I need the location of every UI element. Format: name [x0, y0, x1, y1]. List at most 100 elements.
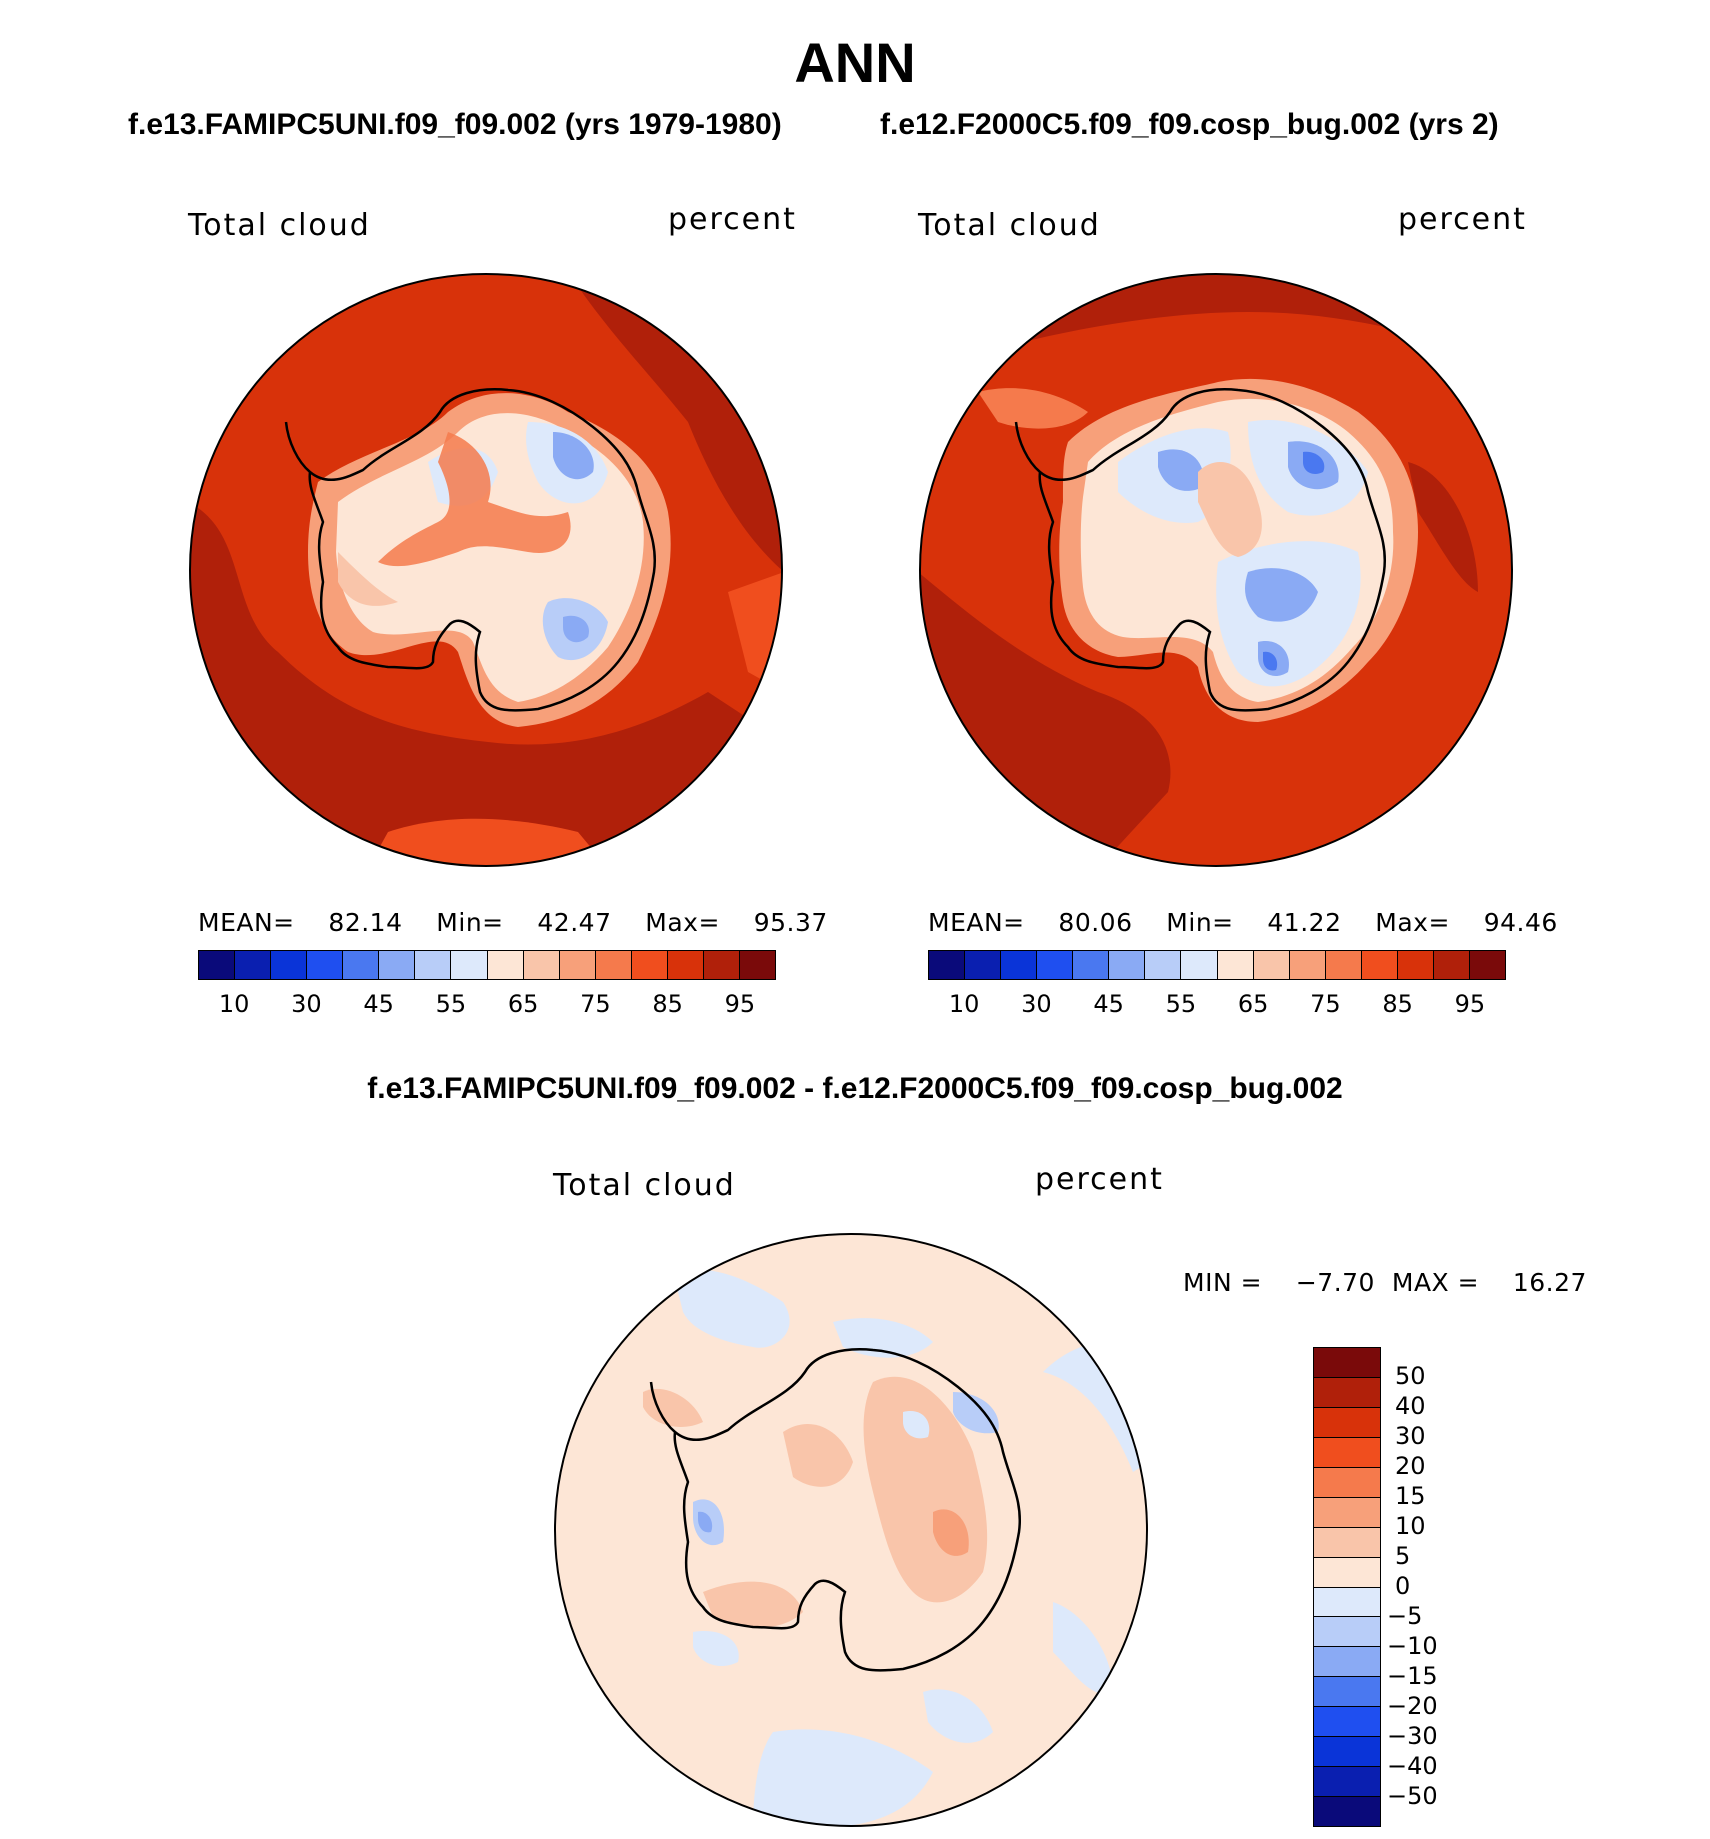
diff-colorbar-swatch	[1314, 1587, 1380, 1618]
left-colorbar-tick-label: 30	[291, 990, 322, 1018]
left-min-label: Min=	[436, 908, 504, 937]
diff-colorbar-tick-label: 50	[1395, 1362, 1426, 1390]
page-title: ANN	[794, 31, 916, 94]
right-units-label: percent	[1398, 202, 1527, 237]
right-min-value: 41.22	[1267, 908, 1342, 937]
diff-colorbar-swatch	[1314, 1767, 1380, 1798]
right-colorbar-swatch	[1073, 951, 1110, 979]
right-colorbar-swatch	[929, 951, 966, 979]
left-colorbar-swatch	[487, 951, 524, 979]
right-colorbar-tick-label: 45	[1093, 990, 1124, 1018]
left-colorbar-swatch	[703, 951, 740, 979]
right-colorbar-swatch	[1181, 951, 1218, 979]
diff-colorbar-tick-label: 15	[1395, 1482, 1426, 1510]
left-variable-label: Total cloud	[188, 208, 371, 243]
diff-colorbar-tick-label: −5	[1387, 1602, 1423, 1630]
right-colorbar-swatch	[1469, 951, 1505, 979]
diff-stats: MIN = −7.70 MAX = 16.27	[1183, 1268, 1587, 1297]
right-colorbar-swatch	[1109, 951, 1146, 979]
diff-colorbar-swatch	[1314, 1797, 1380, 1826]
left-colorbar-tick-label: 85	[652, 990, 683, 1018]
left-colorbar-tick-label: 65	[507, 990, 539, 1018]
diff-colorbar-ticks: 50 40 30 20 15 10 5 0 −5 −10 −15 −20 −30 −40 −50	[1387, 1347, 1495, 1827]
diff-colorbar-swatch	[1314, 1557, 1380, 1588]
left-colorbar-swatch	[343, 951, 380, 979]
left-mean-label: MEAN=	[198, 908, 295, 937]
left-colorbar-ticks: 10 30 45 55 65 75 85 95	[198, 990, 776, 1020]
diff-colorbar-swatch	[1314, 1348, 1380, 1378]
right-colorbar-swatch	[1037, 951, 1074, 979]
diff-units-label: percent	[1035, 1162, 1164, 1197]
left-max-value: 95.37	[753, 908, 828, 937]
diff-colorbar-tick-label: 30	[1395, 1422, 1426, 1450]
left-colorbar-tick-label: 10	[218, 990, 250, 1018]
left-colorbar-tick-label: 95	[724, 990, 756, 1018]
diff-colorbar-swatch	[1314, 1737, 1380, 1768]
left-colorbar-swatch	[451, 951, 488, 979]
right-polar-map	[919, 273, 1513, 867]
right-colorbar-tick-label: 85	[1382, 990, 1413, 1018]
diff-colorbar-tick-label: 40	[1395, 1392, 1426, 1420]
left-colorbar-swatch	[415, 951, 452, 979]
right-colorbar-swatch	[1361, 951, 1398, 979]
diff-colorbar-tick-label: 5	[1395, 1542, 1411, 1570]
left-min-value: 42.47	[537, 908, 612, 937]
diff-colorbar-tick-label: −15	[1387, 1662, 1438, 1690]
left-mean-value: 82.14	[328, 908, 403, 937]
right-colorbar-tick-label: 30	[1021, 990, 1052, 1018]
right-colorbar-swatch	[1433, 951, 1470, 979]
right-variable-label: Total cloud	[918, 208, 1101, 243]
right-mean-value: 80.06	[1058, 908, 1133, 937]
right-colorbar-swatch	[1145, 951, 1182, 979]
diff-colorbar-swatch	[1314, 1647, 1380, 1678]
right-stats: MEAN= 80.06 Min= 41.22 Max= 94.46	[928, 908, 1558, 937]
diff-colorbar-tick-label: 0	[1395, 1572, 1411, 1600]
diff-max-value: 16.27	[1512, 1268, 1587, 1297]
diff-colorbar-swatch	[1314, 1707, 1380, 1738]
diff-max-label: MAX =	[1391, 1268, 1480, 1297]
left-colorbar-swatch	[667, 951, 704, 979]
right-colorbar-tick-label: 95	[1454, 990, 1486, 1018]
right-colorbar-swatch	[1397, 951, 1434, 979]
left-colorbar-swatch	[595, 951, 632, 979]
diff-colorbar-tick-label: 10	[1395, 1512, 1426, 1540]
diff-colorbar-swatch	[1314, 1437, 1380, 1468]
right-colorbar-swatch	[965, 951, 1002, 979]
right-max-label: Max=	[1375, 908, 1450, 937]
diff-panel-header: f.e13.FAMIPC5UNI.f09_f09.002 - f.e12.F20…	[367, 1072, 1343, 1105]
right-colorbar	[928, 950, 1506, 980]
diff-colorbar-tick-label: −10	[1387, 1632, 1438, 1660]
left-polar-map	[189, 273, 783, 867]
left-colorbar-tick-label: 45	[363, 990, 394, 1018]
diff-colorbar-tick-label: −30	[1387, 1722, 1438, 1750]
right-colorbar-tick-label: 10	[948, 990, 980, 1018]
left-units-label: percent	[668, 202, 797, 237]
diff-polar-map	[554, 1233, 1148, 1827]
diff-colorbar-swatch	[1314, 1467, 1380, 1498]
left-colorbar-swatch	[631, 951, 668, 979]
left-colorbar-tick-label: 75	[580, 990, 611, 1018]
right-colorbar-tick-label: 65	[1237, 990, 1269, 1018]
left-colorbar-tick-label: 55	[435, 990, 467, 1018]
diff-colorbar-swatch	[1314, 1377, 1380, 1408]
diff-colorbar-tick-label: −40	[1387, 1752, 1438, 1780]
left-panel-header: f.e13.FAMIPC5UNI.f09_f09.002 (yrs 1979-1…	[128, 108, 782, 141]
diff-colorbar-swatch	[1314, 1527, 1380, 1558]
left-stats: MEAN= 82.14 Min= 42.47 Max= 95.37	[198, 908, 828, 937]
left-colorbar-swatch	[559, 951, 596, 979]
left-colorbar-swatch	[235, 951, 272, 979]
left-max-label: Max=	[645, 908, 720, 937]
left-colorbar-swatch	[199, 951, 236, 979]
diff-min-label: MIN =	[1183, 1268, 1263, 1297]
left-colorbar-swatch	[523, 951, 560, 979]
left-colorbar-swatch	[307, 951, 344, 979]
right-colorbar-ticks: 10 30 45 55 65 75 85 95	[928, 990, 1506, 1020]
right-max-value: 94.46	[1483, 908, 1558, 937]
right-colorbar-swatch	[1253, 951, 1290, 979]
diff-colorbar-swatch	[1314, 1407, 1380, 1438]
right-colorbar-swatch	[1325, 951, 1362, 979]
diff-colorbar-tick-label: −50	[1387, 1782, 1438, 1810]
right-panel-header: f.e12.F2000C5.f09_f09.cosp_bug.002 (yrs …	[880, 108, 1499, 141]
diff-colorbar-tick-label: 20	[1395, 1452, 1426, 1480]
right-mean-label: MEAN=	[928, 908, 1025, 937]
